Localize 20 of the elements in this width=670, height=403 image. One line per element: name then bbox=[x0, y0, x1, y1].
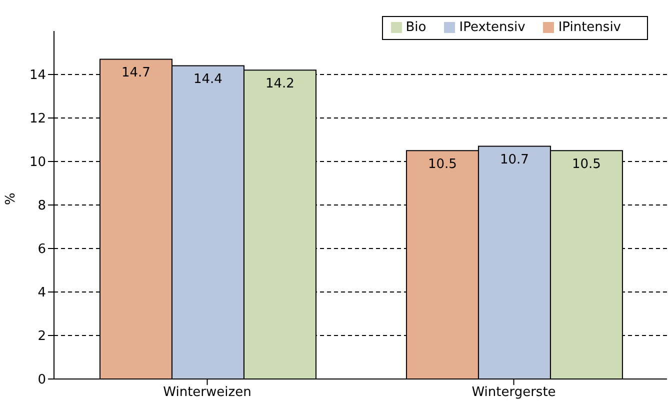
y-tick-label: 8 bbox=[38, 198, 46, 214]
y-tick-label: 10 bbox=[29, 155, 46, 170]
data-label: 10.5 bbox=[428, 156, 457, 172]
legend-label: IPintensiv bbox=[558, 20, 621, 35]
y-tick-label: 4 bbox=[38, 286, 46, 301]
data-label: 14.7 bbox=[122, 66, 150, 81]
y-tick-label: 12 bbox=[29, 112, 46, 127]
legend-label: Bio bbox=[406, 20, 426, 35]
y-tick-label: 6 bbox=[38, 242, 46, 258]
x-tick-label: Winterweizen bbox=[163, 385, 252, 400]
data-label: 14.4 bbox=[194, 72, 222, 88]
y-axis-title: % bbox=[4, 192, 19, 205]
y-tick-label: 0 bbox=[38, 372, 46, 388]
y-tick-label: 2 bbox=[38, 329, 46, 344]
data-label: 14.2 bbox=[266, 76, 294, 92]
data-label: 10.5 bbox=[572, 156, 601, 172]
x-tick-label: Wintergerste bbox=[472, 385, 556, 400]
y-tick-label: 14 bbox=[29, 68, 46, 84]
data-label: 10.7 bbox=[500, 152, 529, 168]
legend-label: IPextensiv bbox=[459, 20, 526, 35]
